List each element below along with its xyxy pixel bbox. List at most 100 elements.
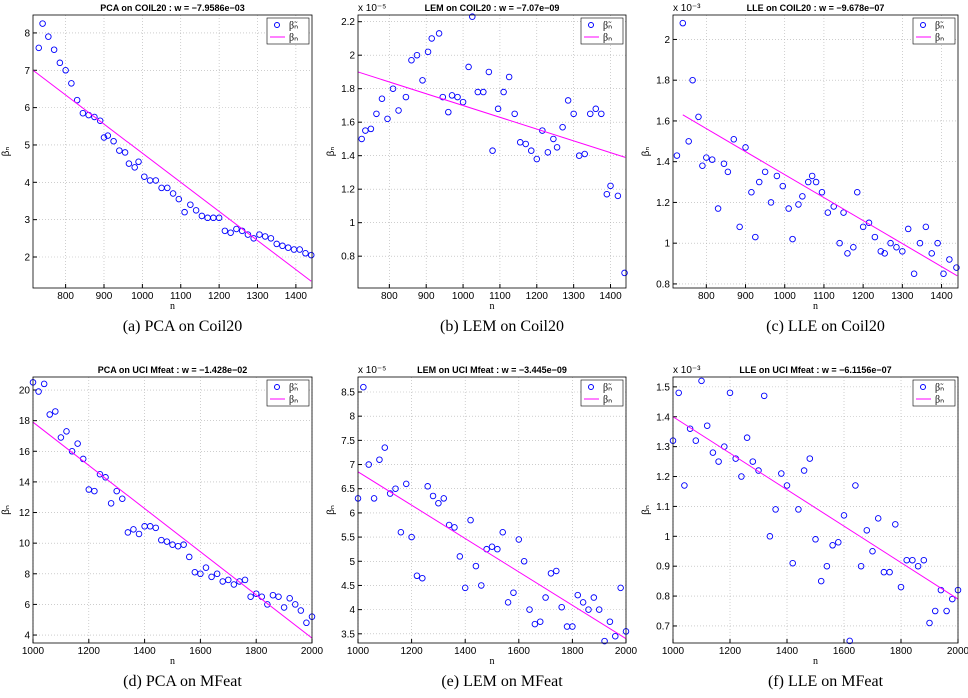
data-point [358, 135, 365, 143]
data-point [789, 559, 796, 567]
data-point [125, 160, 133, 167]
subplot: 800 900 1000 1100 1200 1300 1400 0.8 1 1.2 1.4 1.6 1… [641, 3, 960, 335]
data-point [818, 188, 826, 196]
data-point [35, 44, 43, 52]
fit-line [672, 416, 959, 600]
plot-frame [672, 376, 959, 644]
data-point [163, 538, 171, 545]
data-point [202, 564, 210, 571]
data-point [185, 553, 193, 561]
data-point [949, 595, 956, 603]
subplot: 800 900 1000 1100 1200 1300 1400 2 3 4 5 6 7 8 PCA on … [1, 3, 315, 335]
data-point [886, 568, 893, 576]
data-point [761, 168, 769, 176]
x-tick-label: 1600 [189, 646, 212, 657]
data-point [494, 105, 502, 113]
data-point [812, 536, 819, 543]
series-layer [357, 13, 628, 277]
data-point [812, 178, 820, 186]
data-point [574, 591, 582, 599]
data-point [685, 138, 692, 145]
data-point [256, 231, 263, 238]
data-point [225, 576, 232, 584]
data-point [692, 437, 700, 444]
data-point [74, 440, 81, 447]
data-point [303, 619, 310, 627]
data-point [755, 467, 762, 474]
legend-label: β̃ₙ [289, 383, 298, 394]
caption: (b) LEM on Coil20 [440, 318, 564, 335]
y-tick-label: 5 [24, 140, 30, 151]
data-point [881, 250, 888, 257]
data-point [244, 231, 252, 238]
data-point [104, 132, 112, 139]
legend-box [912, 379, 956, 407]
data-point [96, 117, 104, 124]
data-point [402, 480, 410, 488]
plot-area [673, 15, 958, 288]
data-point [91, 113, 98, 121]
data-point [679, 19, 687, 27]
data-point [296, 246, 303, 253]
data-point [264, 601, 271, 608]
data-point [846, 637, 853, 645]
data-point [897, 583, 905, 591]
data-point [779, 182, 787, 190]
data-point [806, 455, 814, 462]
data-point [581, 150, 588, 158]
data-point [558, 603, 565, 611]
data-point [871, 233, 879, 241]
data-point [292, 601, 299, 608]
data-point [606, 618, 614, 625]
data-point [916, 239, 924, 247]
y-tick-label: 18 [19, 416, 31, 427]
y-tick-label: 7 [24, 66, 30, 77]
legend-label: β̃ₙ [935, 21, 944, 32]
y-tick-label: 1.4 [656, 412, 670, 423]
y-tick-label: 8 [24, 28, 30, 39]
y-tick-label: 0.7 [656, 621, 670, 632]
data-point [760, 392, 768, 400]
data-point [480, 88, 487, 96]
data-point [397, 528, 405, 536]
data-point [113, 487, 120, 495]
data-point [152, 524, 160, 532]
y-axis-label: βₙ [1, 147, 12, 157]
data-point [681, 482, 688, 489]
data-point [742, 144, 749, 151]
plot-frame [32, 14, 313, 289]
data-point [904, 225, 912, 233]
x-tick-label: 900 [96, 291, 113, 302]
data-point [533, 155, 541, 163]
data-point [488, 543, 496, 551]
data-point [116, 147, 123, 154]
plot-frame [357, 376, 627, 644]
y-tick-label: 1.3 [656, 442, 670, 453]
data-point [844, 250, 851, 257]
data-point [570, 110, 577, 118]
y-tick-label: 12 [19, 508, 31, 519]
y-tick-label: 2 [24, 253, 30, 264]
y-tick-label: 1.2 [656, 198, 670, 209]
x-tick-label: 1200 [526, 291, 549, 302]
data-point [181, 208, 188, 216]
y-tick-label: 0.9 [656, 562, 670, 573]
data-point [280, 604, 288, 611]
data-point [893, 244, 900, 251]
y-tick-label: 6 [24, 600, 30, 611]
data-point [920, 556, 928, 564]
data-point [130, 526, 137, 533]
data-point [795, 506, 802, 513]
legend-marker [274, 22, 280, 28]
legend-label: β̃ₙ [289, 21, 298, 32]
data-point [489, 147, 496, 154]
y-tick-label: 2.2 [341, 17, 355, 28]
data-point [273, 240, 280, 248]
data-point [79, 109, 87, 117]
y-tick-label: 1.2 [656, 472, 670, 483]
data-point [215, 214, 223, 222]
data-point [550, 135, 557, 143]
data-point [808, 172, 816, 180]
x-tick-label: 1800 [245, 646, 268, 657]
data-point [601, 637, 608, 645]
